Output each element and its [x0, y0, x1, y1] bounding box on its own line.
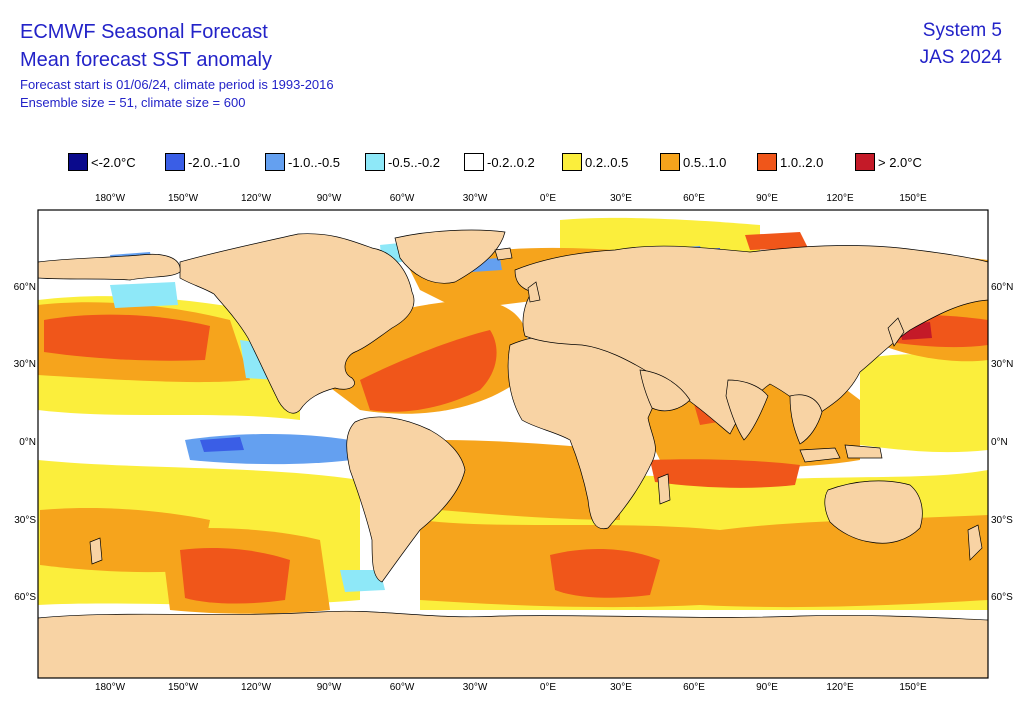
- legend-swatch: [365, 153, 385, 171]
- system-label: System 5: [922, 20, 1002, 41]
- legend-item: 0.5..1.0: [660, 152, 726, 172]
- legend-item: <-2.0°C: [68, 152, 136, 172]
- legend-item: -0.5..-0.2: [365, 152, 440, 172]
- legend-label: > 2.0°C: [878, 154, 922, 170]
- legend-item: 0.2..0.5: [562, 152, 628, 172]
- lon-tick-label: 30°W: [463, 682, 488, 693]
- lat-tick-label: 60°N: [991, 282, 1013, 293]
- forecast-info: Forecast start is 01/06/24, climate peri…: [20, 77, 334, 92]
- lon-tick-label: 60°E: [683, 682, 705, 693]
- lat-ticks-right: 60°N 30°N 0°N 30°S 60°S: [991, 282, 1013, 603]
- season-label: JAS 2024: [919, 47, 1002, 68]
- uk: [527, 281, 541, 303]
- legend-item: -2.0..-1.0: [165, 152, 240, 172]
- alaska: [38, 253, 181, 281]
- title-block: ECMWF Seasonal Forecast Mean forecast SS…: [20, 20, 334, 112]
- india: [725, 379, 769, 441]
- lat-tick-label: 0°N: [991, 437, 1008, 448]
- lon-tick-label: 60°E: [683, 193, 705, 204]
- lon-tick-label: 30°E: [610, 193, 632, 204]
- lon-tick-label: 30°W: [463, 193, 488, 204]
- lat-tick-label: 30°S: [14, 515, 36, 526]
- legend-item: -1.0..-0.5: [265, 152, 340, 172]
- map-frame: [37, 209, 989, 679]
- lat-tick-label: 30°S: [991, 515, 1013, 526]
- antarctica: [38, 610, 988, 678]
- lon-tick-label: 90°E: [756, 682, 778, 693]
- legend-label: -1.0..-0.5: [288, 154, 341, 170]
- arabia: [639, 369, 691, 412]
- land-masses: [38, 229, 988, 678]
- lat-tick-label: 60°S: [991, 592, 1013, 603]
- lon-tick-label: 180°W: [95, 193, 126, 204]
- legend-swatch: [265, 153, 285, 171]
- japan: [887, 317, 905, 347]
- lat-tick-label: 30°N: [14, 359, 36, 370]
- legend-swatch: [562, 153, 582, 171]
- south-america: [346, 416, 466, 583]
- lat-tick-label: 30°N: [991, 359, 1013, 370]
- legend-item: 1.0..2.0: [757, 152, 823, 172]
- legend-item: > 2.0°C: [855, 152, 922, 172]
- system-block: System 5 JAS 2024: [920, 17, 1002, 71]
- legend-label: 1.0..2.0: [780, 154, 824, 170]
- legend-swatch: [757, 153, 777, 171]
- legend-label: 0.5..1.0: [683, 154, 727, 170]
- lon-tick-label: 60°W: [390, 682, 415, 693]
- north-america: [179, 233, 415, 414]
- lon-tick-label: 90°W: [317, 193, 342, 204]
- lat-tick-label: 60°N: [14, 282, 36, 293]
- legend-label: 0.2..0.5: [585, 154, 629, 170]
- chart-title: ECMWF Seasonal Forecast: [20, 21, 268, 43]
- legend-swatch: [68, 153, 88, 171]
- lon-tick-label: 90°E: [756, 193, 778, 204]
- legend-swatch: [165, 153, 185, 171]
- iceland: [494, 247, 513, 261]
- lon-tick-label: 150°E: [899, 682, 927, 693]
- indonesia: [799, 444, 883, 463]
- lon-tick-label: 60°W: [390, 193, 415, 204]
- legend-swatch: [855, 153, 875, 171]
- chart-subtitle: Mean forecast SST anomaly: [20, 49, 272, 71]
- anomaly-field-cyan: [110, 243, 402, 592]
- lon-tick-label: 120°E: [826, 682, 854, 693]
- new-zealand: [89, 524, 983, 565]
- madagascar: [657, 473, 671, 505]
- legend-swatch: [660, 153, 680, 171]
- lat-tick-label: 0°N: [19, 437, 36, 448]
- legend-swatch: [464, 153, 484, 171]
- lon-tick-label: 30°E: [610, 682, 632, 693]
- legend-label: -0.2..0.2: [487, 154, 535, 170]
- legend-label: -2.0..-1.0: [188, 154, 241, 170]
- indochina: [789, 394, 823, 445]
- lon-tick-label: 90°W: [317, 682, 342, 693]
- legend-label: -0.5..-0.2: [388, 154, 441, 170]
- lat-ticks-left: 60°N 30°N 0°N 30°S 60°S: [14, 282, 37, 603]
- lon-tick-label: 0°E: [540, 193, 557, 204]
- lon-tick-label: 0°E: [540, 682, 557, 693]
- greenland: [394, 229, 506, 284]
- lon-tick-label: 150°W: [168, 193, 199, 204]
- lon-tick-label: 150°W: [168, 682, 199, 693]
- eurasia: [514, 245, 988, 435]
- lon-tick-label: 180°W: [95, 682, 126, 693]
- lat-tick-label: 60°S: [14, 592, 36, 603]
- lon-tick-label: 120°E: [826, 193, 854, 204]
- lon-tick-label: 150°E: [899, 193, 927, 204]
- ensemble-info: Ensemble size = 51, climate size = 600: [20, 95, 246, 110]
- legend-label: <-2.0°C: [91, 154, 136, 170]
- lon-ticks-bottom: 180°W 150°W 120°W 90°W 60°W 30°W 0°E 30°…: [95, 682, 927, 693]
- lon-ticks-top: 180°W 150°W 120°W 90°W 60°W 30°W 0°E 30°…: [95, 193, 927, 204]
- anomaly-field-red: [44, 232, 988, 604]
- legend-item: -0.2..0.2: [464, 152, 535, 172]
- lon-tick-label: 120°W: [241, 193, 272, 204]
- australia: [824, 480, 923, 544]
- lon-tick-label: 120°W: [241, 682, 272, 693]
